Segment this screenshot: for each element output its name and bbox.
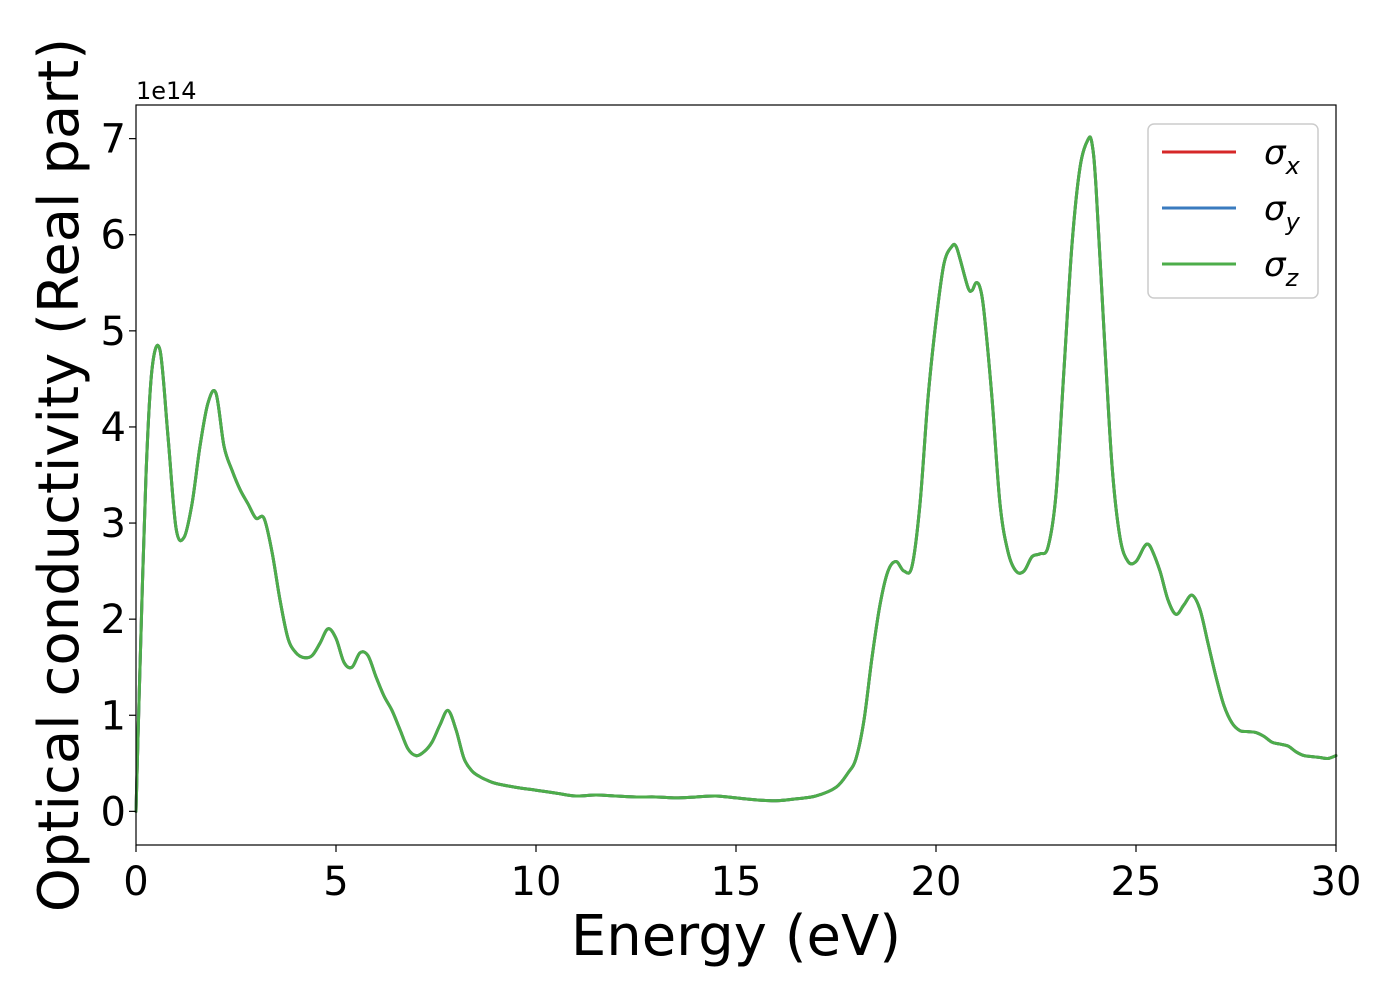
y-axis: 0 1 2 3 4 5 6 7	[101, 117, 136, 835]
series-layer	[134, 135, 1338, 813]
y-axis-title: Optical conductivity (Real part)	[27, 38, 92, 912]
y-tick-label: 2	[101, 597, 126, 643]
y-tick-label: 3	[101, 501, 126, 547]
x-tick-label: 15	[711, 859, 762, 905]
y-tick-label: 5	[101, 309, 126, 355]
x-tick-label: 0	[123, 859, 148, 905]
plot-background	[136, 105, 1336, 845]
y-tick-label: 7	[101, 117, 126, 163]
y-tick-label: 0	[101, 789, 126, 835]
x-axis: 0 5 10 15 20 25 30	[123, 845, 1361, 905]
legend-label-y: σy	[1264, 189, 1301, 236]
legend-box	[1147, 123, 1319, 299]
series-line-z	[134, 135, 1338, 813]
x-axis-title: Energy (eV)	[571, 904, 901, 969]
y-tick-label: 4	[101, 405, 126, 451]
x-tick-label: 25	[1111, 859, 1162, 905]
x-tick-label: 20	[911, 859, 962, 905]
x-tick-label: 10	[511, 859, 562, 905]
y-tick-label: 6	[101, 213, 126, 259]
x-tick-label: 30	[1311, 859, 1362, 905]
y-tick-label: 1	[101, 693, 126, 739]
y-offset-label: 1e14	[136, 77, 197, 105]
x-tick-label: 5	[323, 859, 348, 905]
